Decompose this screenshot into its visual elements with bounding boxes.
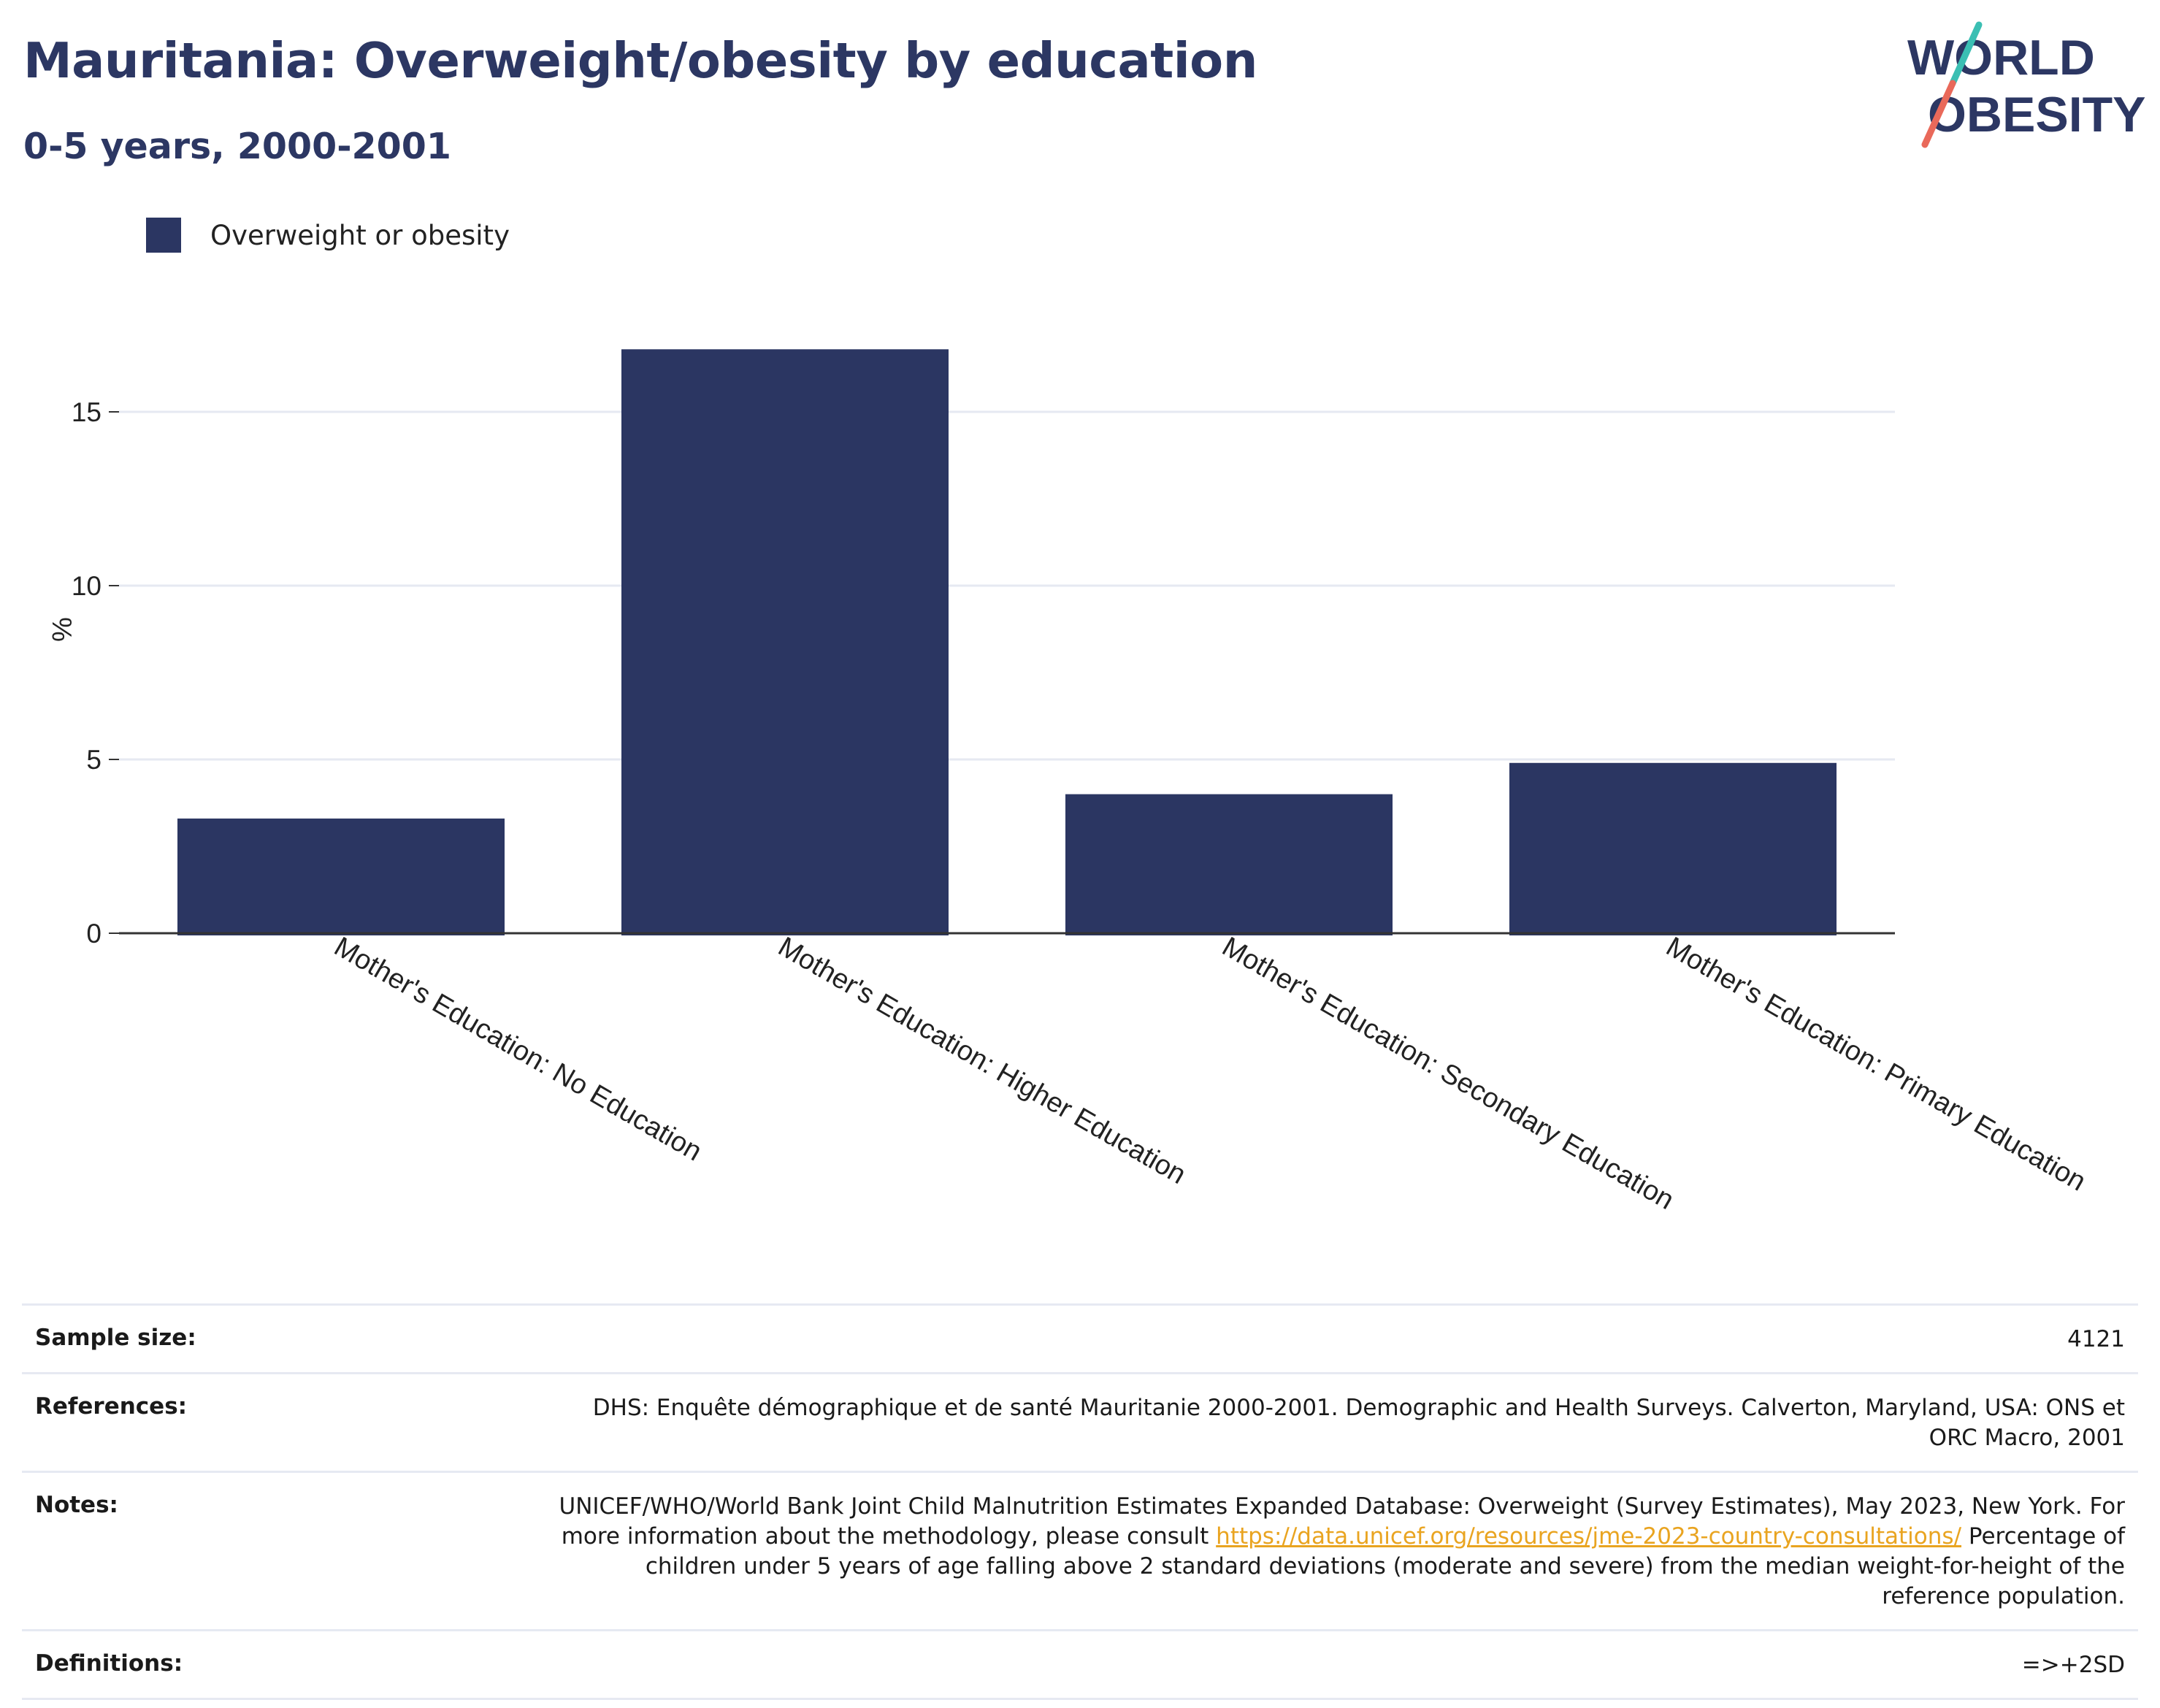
svg-text:OBESITY: OBESITY [1928,87,2146,142]
page-title: Mauritania: Overweight/obesity by educat… [23,32,1257,89]
bars [177,349,1837,935]
bar-chart: 0 5 10 15 % Mother's Education: No Educatio… [46,349,2091,1216]
y-tick-label: 10 [72,571,102,601]
x-tick-label: Mother's Education: Secondary Education [1217,931,1680,1216]
references-value: DHS: Enquête démographique et de santé M… [592,1395,2125,1451]
sample-size-value: 4121 [2067,1326,2125,1352]
bar[interactable] [1065,794,1393,935]
y-axis-ticks: 0 5 10 15 [72,397,119,949]
x-tick-label: Mother's Education: Primary Education [1661,931,2091,1197]
y-tick-label: 0 [86,919,102,949]
info-row-sample-size: Sample size: 4121 [22,1306,2138,1374]
notes-text-after: Percentage of children under 5 years of … [645,1523,2125,1609]
notes-text-before: UNICEF/WHO/World Bank Joint Child Malnut… [559,1493,2126,1550]
info-table: Sample size: 4121 References: DHS: Enquê… [22,1303,2138,1700]
sample-size-label: Sample size: [35,1325,196,1351]
gridlines [119,410,1895,761]
world-obesity-logo: WORLD OBESITY [1907,21,2146,148]
bar[interactable] [177,818,505,935]
references-label: References: [35,1393,188,1420]
notes-value: UNICEF/WHO/World Bank Joint Child Malnut… [548,1492,2126,1612]
notes-label: Notes: [35,1492,118,1518]
info-row-references: References: DHS: Enquête démographique e… [22,1374,2138,1473]
bar[interactable] [621,349,949,935]
info-row-definitions: Definitions: =>+2SD [22,1631,2138,1700]
y-tick-label: 15 [72,397,102,427]
definitions-value: =>+2SD [2021,1652,2125,1678]
y-axis-label: % [46,617,77,642]
definitions-label: Definitions: [35,1650,183,1677]
bar[interactable] [1509,762,1837,935]
info-row-notes: Notes: UNICEF/WHO/World Bank Joint Child… [22,1473,2138,1631]
x-axis-tick-labels: Mother's Education: No Education Mother's… [329,931,2091,1216]
legend-swatch [146,218,181,253]
chart-legend[interactable]: Overweight or obesity [146,218,510,253]
x-tick-label: Mother's Education: Higher Education [773,931,1191,1190]
x-tick-label: Mother's Education: No Education [329,931,708,1167]
notes-link[interactable]: https://data.unicef.org/resources/jme-20… [1216,1523,1962,1550]
legend-label: Overweight or obesity [210,219,510,251]
y-tick-label: 5 [86,745,102,775]
svg-text:WORLD: WORLD [1907,30,2095,85]
page-subtitle: 0-5 years, 2000-2001 [23,126,451,167]
